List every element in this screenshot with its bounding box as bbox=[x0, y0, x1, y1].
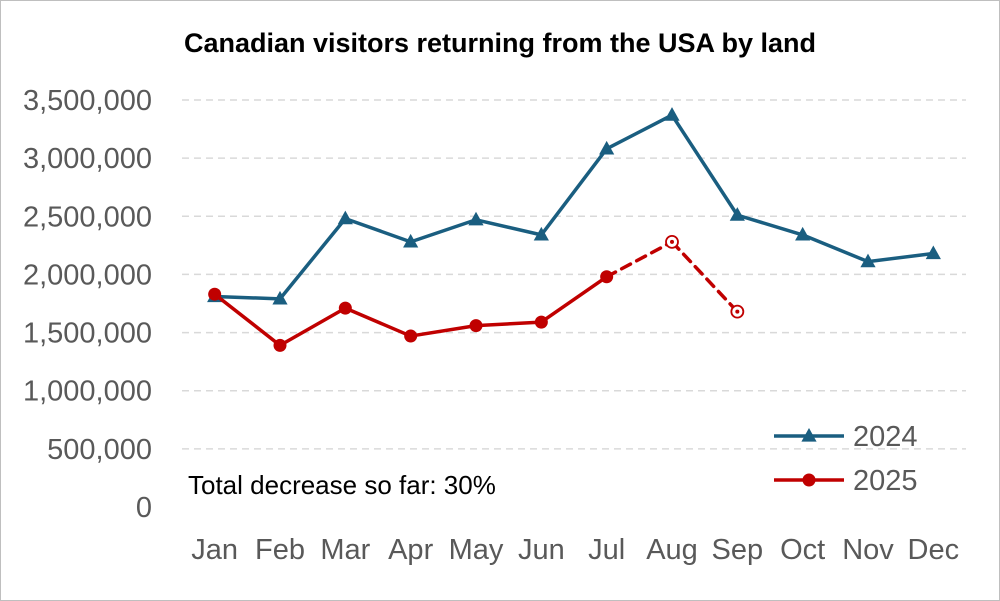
data-point-marker bbox=[795, 226, 811, 241]
data-point-marker bbox=[273, 338, 287, 352]
legend-label: 2024 bbox=[853, 421, 918, 453]
series-segment-provisional bbox=[670, 240, 740, 314]
x-tick-label: Oct bbox=[780, 534, 825, 566]
series-segment bbox=[539, 275, 609, 324]
series-segment bbox=[278, 216, 348, 301]
y-axis-ticks: 0 500,000 1,000,000 1,500,000 2,000,000 2,500… bbox=[23, 85, 152, 524]
x-tick-label: Jan bbox=[191, 534, 238, 566]
series-segment bbox=[800, 233, 870, 264]
x-tick-label: Apr bbox=[388, 534, 433, 566]
y-tick-label: 2,000,000 bbox=[23, 259, 152, 291]
series bbox=[207, 107, 941, 352]
series-segment bbox=[212, 292, 282, 348]
y-tick-label: 0 bbox=[136, 492, 152, 524]
series-segment bbox=[278, 306, 348, 348]
legend-item-2024: 2024 bbox=[774, 421, 918, 453]
legend-marker bbox=[802, 473, 816, 487]
data-point-marker bbox=[338, 301, 352, 315]
data-point-marker bbox=[272, 290, 288, 305]
decrease-annotation: Total decrease so far: 30% bbox=[188, 470, 496, 500]
x-tick-label: Jun bbox=[518, 534, 565, 566]
data-point-marker bbox=[468, 211, 484, 226]
x-tick-label: Sep bbox=[712, 534, 764, 566]
data-point-marker bbox=[337, 210, 353, 225]
x-tick-label: Dec bbox=[908, 534, 960, 566]
series-segment bbox=[866, 251, 936, 264]
series-segment bbox=[212, 294, 282, 301]
data-point-marker-dot bbox=[670, 239, 674, 244]
chart-title: Canadian visitors returning from the USA… bbox=[184, 28, 816, 58]
series-segment bbox=[408, 218, 478, 244]
series-segment bbox=[539, 147, 609, 237]
legend: 2024 2025 bbox=[774, 421, 918, 497]
series-segment bbox=[408, 323, 478, 338]
data-point-marker bbox=[534, 315, 548, 329]
x-axis-ticks: Jan Feb Mar Apr May Jun Jul Aug Sep Oct Nov Dec bbox=[191, 534, 959, 566]
y-tick-label: 500,000 bbox=[47, 434, 152, 466]
y-tick-label: 1,500,000 bbox=[23, 318, 152, 350]
data-point-marker bbox=[403, 233, 419, 248]
data-point-marker-dot bbox=[735, 309, 740, 314]
series-2025 bbox=[208, 234, 745, 352]
series-segment bbox=[343, 216, 413, 244]
data-point-marker bbox=[208, 287, 222, 301]
y-tick-label: 2,500,000 bbox=[23, 201, 152, 233]
data-point-marker bbox=[533, 226, 549, 241]
series-segment bbox=[604, 113, 674, 151]
gridlines bbox=[182, 99, 966, 450]
series-2024 bbox=[207, 107, 941, 305]
legend-label: 2025 bbox=[853, 465, 918, 497]
data-point-marker bbox=[729, 207, 745, 221]
series-segment-provisional bbox=[604, 240, 674, 279]
data-point-marker bbox=[469, 319, 483, 333]
data-point-marker bbox=[404, 329, 418, 343]
x-tick-label: May bbox=[449, 534, 504, 566]
data-point-marker bbox=[600, 270, 614, 284]
x-tick-label: Mar bbox=[320, 534, 370, 566]
data-point-marker bbox=[599, 140, 615, 155]
data-point-marker bbox=[860, 253, 876, 268]
y-tick-label: 3,000,000 bbox=[23, 143, 152, 175]
x-tick-label: Jul bbox=[588, 534, 625, 566]
series-segment bbox=[670, 113, 740, 217]
x-tick-label: Feb bbox=[255, 534, 305, 566]
y-tick-label: 1,000,000 bbox=[23, 376, 152, 408]
y-tick-label: 3,500,000 bbox=[23, 85, 152, 117]
x-tick-label: Nov bbox=[842, 534, 894, 566]
legend-marker bbox=[801, 428, 817, 442]
series-segment bbox=[474, 218, 544, 237]
x-tick-label: Aug bbox=[646, 534, 698, 566]
series-segment bbox=[474, 320, 544, 328]
data-point-marker bbox=[664, 107, 680, 121]
legend-item-2025: 2025 bbox=[774, 465, 918, 497]
data-point-marker bbox=[925, 245, 941, 260]
series-segment bbox=[735, 213, 805, 237]
series-segment bbox=[343, 306, 413, 338]
